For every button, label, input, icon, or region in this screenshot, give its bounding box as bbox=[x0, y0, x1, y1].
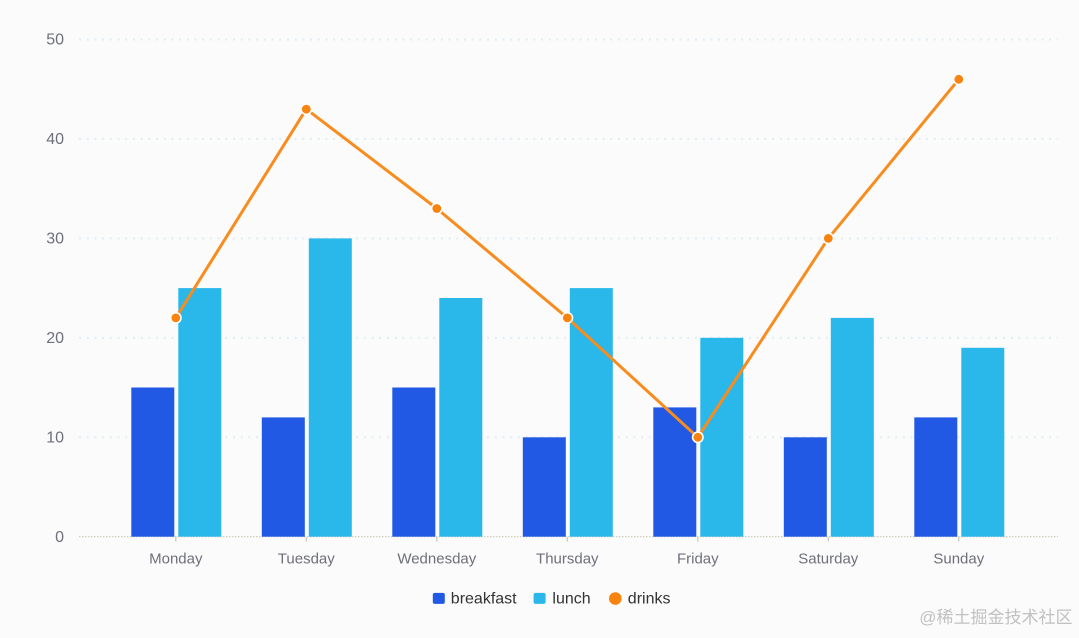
svg-text:lunch: lunch bbox=[552, 591, 590, 608]
svg-text:breakfast: breakfast bbox=[451, 591, 517, 608]
svg-text:Saturday: Saturday bbox=[798, 551, 859, 568]
svg-text:Friday: Friday bbox=[677, 551, 719, 568]
svg-text:@稀土掘金技术社区: @稀土掘金技术社区 bbox=[919, 608, 1072, 627]
svg-text:Thursday: Thursday bbox=[536, 551, 599, 568]
svg-text:0: 0 bbox=[55, 529, 64, 546]
svg-text:Sunday: Sunday bbox=[933, 551, 984, 568]
svg-text:20: 20 bbox=[46, 330, 64, 347]
svg-text:drinks: drinks bbox=[628, 591, 671, 608]
svg-text:50: 50 bbox=[46, 32, 64, 49]
svg-text:40: 40 bbox=[46, 131, 64, 148]
svg-text:Wednesday: Wednesday bbox=[397, 551, 476, 568]
svg-text:Monday: Monday bbox=[149, 551, 203, 568]
svg-text:10: 10 bbox=[46, 430, 64, 447]
svg-text:Tuesday: Tuesday bbox=[278, 551, 335, 568]
svg-text:30: 30 bbox=[46, 231, 64, 248]
